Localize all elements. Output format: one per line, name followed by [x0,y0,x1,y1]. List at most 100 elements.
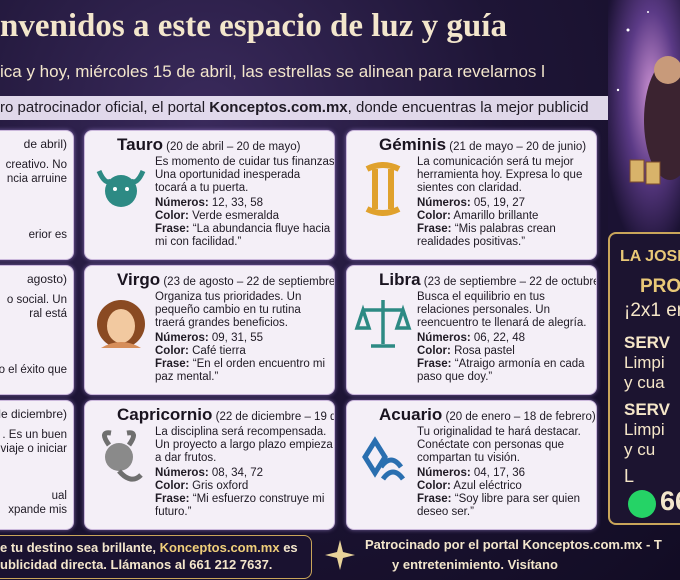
sign-icon [353,292,413,352]
whatsapp-icon [628,490,656,518]
sign-name: Libra [379,270,421,289]
icon-graphic [362,436,406,481]
side-text: y cu [624,440,656,459]
numbers-value: 06, 22, 48 [473,332,526,344]
phrase-text: deseo ser.” [417,506,474,518]
phrase-label: Frase: [417,493,452,505]
color-label: Color: [417,480,451,492]
color-label: Color: [417,210,451,222]
sign-phrase: futuro.” [155,506,191,519]
sign-color: Color: Café tierra [155,345,246,358]
color-label: Color: [155,345,189,357]
sign-description: La disciplina será recompensada. [155,426,327,438]
color-label: Color: [155,480,189,492]
icon-graphic [354,300,412,348]
phrase-text: realidades positivas.” [417,236,526,248]
numbers-value: 05, 19, 27 [473,197,526,209]
sign-numbers: Números: 06, 22, 48 [417,332,525,345]
numbers-label: Números: [417,332,471,344]
numbers-value: 08, 34, 72 [211,467,264,479]
phrase-label: Frase: [417,223,452,235]
sign-phrase: Frase: “Soy libre para ser quien [417,493,580,506]
sign-heading: Virgo (23 de agosto – 22 de septiembre) [117,270,334,292]
sign-description: Busca el equilibrio en tus [417,291,545,303]
sign-numbers: Números: 05, 19, 27 [417,197,525,210]
footer-box [0,535,312,579]
sign-description: traerá grandes beneficios. [155,317,288,329]
side-text: Limpi [624,353,665,372]
icon-graphic [97,300,145,348]
footer-link: Konceptos.com.mx [159,540,280,555]
sign-description: La comunicación será tu mejor [417,156,574,168]
sign-text: ual [51,490,67,502]
sign-dates: (20 de abril – 20 de mayo) [166,141,301,153]
sign-dates: de diciembre) [0,407,67,421]
color-value: Amarillo brillante [453,210,539,222]
sign-text: erior es [28,229,67,241]
sign-text: ral está [29,308,67,320]
sign-name: Tauro [117,135,163,154]
title: nvenidos a este espacio de luz y guía [0,8,507,44]
side-text: SERV [624,400,670,419]
phrase-text: paz mental.” [155,371,219,383]
phrase-label: Frase: [417,358,452,370]
phrase-text: “Mi esfuerzo construye mi [192,493,325,505]
sign-phrase: Frase: “Mis palabras crean [417,223,556,236]
sign-text: viaje o iniciar [0,443,67,455]
sign-color: Color: Verde esmeralda [155,210,279,223]
sponsor-line: ro patrocinador oficial, el portal Konce… [0,99,589,116]
side-box [608,232,680,525]
footer-left: e tu destino sea brillante, Konceptos.co… [0,540,298,555]
sign-text: . Es un buen [2,429,67,441]
sign-phrase: realidades positivas.” [417,236,525,249]
sponsor-text: , donde encuentras la mejor publicid [347,99,589,116]
sign-description: sientes con claridad. [417,182,522,194]
side-text: PRO [640,276,680,297]
sponsor-text: ro patrocinador oficial, el portal [0,99,210,116]
partial-card: de diciembre) . Es un buen viaje o iniciar… [0,400,74,530]
sign-card: Géminis (21 de mayo – 20 de junio) La com… [346,130,597,260]
color-label: Color: [417,345,451,357]
sign-heading: Tauro (20 de abril – 20 de mayo) [117,135,300,157]
sign-description: Una oportunidad inesperada [155,169,301,181]
sign-heading: Géminis (21 de mayo – 20 de junio) [379,135,586,157]
side-text: Limpi [624,420,665,439]
sign-description: herramienta hoy. Expresa lo que [417,169,583,181]
partial-card: agosto) o social. Un ral está o el éxito qu… [0,265,74,395]
sign-dates: (21 de mayo – 20 de junio) [449,141,587,153]
phrase-text: “Soy libre para ser quien [454,493,581,505]
phrase-text: paso que doy.” [417,371,493,383]
sign-dates: de abril) [23,137,67,151]
sign-description: Conéctate con personas que [417,439,565,451]
sign-card: Libra (23 de septiembre – 22 de octubre)… [346,265,597,395]
color-label: Color: [155,210,189,222]
sign-card: Acuario (20 de enero – 18 de febrero) Tu … [346,400,597,530]
sign-phrase: Frase: “Atraigo armonía en cada [417,358,585,371]
footer-right: y entretenimiento. Visítano [392,557,558,572]
footer-text: e tu destino sea brillante, [0,540,160,555]
sign-phrase: Frase: “En el orden encuentro mi [155,358,325,371]
sign-numbers: Números: 12, 33, 58 [155,197,263,210]
sign-name: Acuario [379,405,443,424]
sign-description: a dar frutos. [155,452,217,464]
phrase-text: mi con facilidad.” [155,236,242,248]
numbers-label: Números: [417,467,471,479]
color-value: Rosa pastel [454,345,515,357]
sign-description: Un proyecto a largo plazo empieza [155,439,333,451]
phrase-text: “Mis palabras crean [454,223,556,235]
footer-left: ublicidad directa. Llámanos al 661 212 7… [0,557,273,572]
subtitle: ica y hoy, miércoles 15 de abril, las es… [0,62,545,81]
sign-description: relaciones personales. Un [417,304,550,316]
sign-icon [91,292,151,352]
sign-dates: (22 de diciembre – 19 de enero) [215,411,334,423]
footer-right: Patrocinado por el portal Konceptos.com.… [365,537,662,552]
sign-text: creativo. No [5,159,67,171]
color-value: Verde esmeralda [192,210,280,222]
sign-description: Es momento de cuidar tus finanzas. [155,156,335,168]
sign-numbers: Números: 09, 31, 55 [155,332,263,345]
sign-heading: Libra (23 de septiembre – 22 de octubre) [379,270,596,292]
sign-color: Color: Rosa pastel [417,345,515,358]
sign-icon [353,157,413,217]
side-art [608,0,680,232]
